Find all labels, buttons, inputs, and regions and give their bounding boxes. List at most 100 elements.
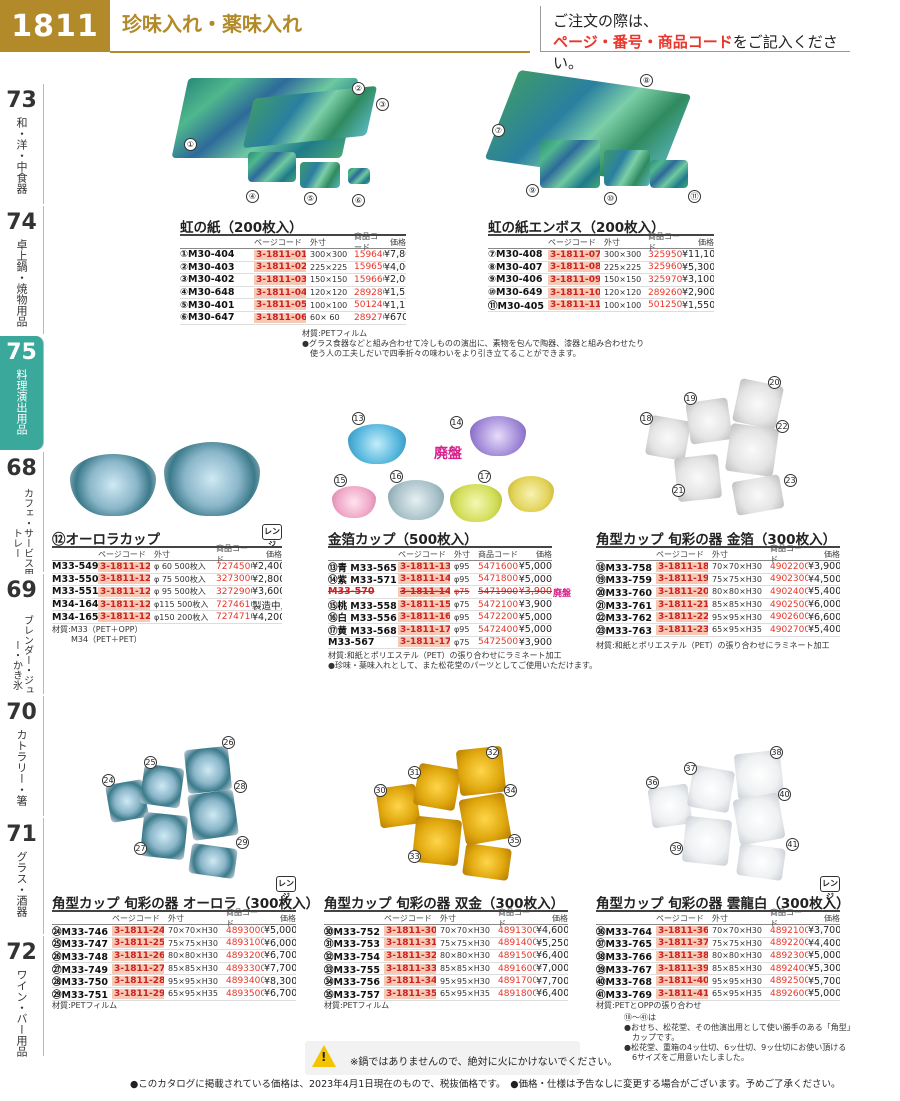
cell-pcode: 3259600 (648, 262, 682, 273)
cell-price: ¥3,900 (518, 636, 552, 648)
tab-68[interactable]: 68 カフェ・サービス用品・トレー (0, 452, 44, 598)
cell-price: ¥5,250 (536, 937, 568, 949)
cell-page: 3-1811-2401 (112, 925, 164, 936)
marker-34: 34 (504, 784, 517, 797)
column-header-price: 価格 (390, 237, 406, 247)
kinpaku-square-23-image (731, 474, 785, 516)
cell-code: M34-165 (52, 611, 98, 623)
cell-code: ⑬青 M33-565 (328, 562, 397, 574)
tab-number: 75 (6, 340, 37, 365)
cell-price: ¥4,600 (536, 925, 568, 937)
column-header-size: 外寸 (712, 913, 728, 923)
table-row: ㊳M33-766 3-1811-3801 80×80×H30 4892300¥5,00… (596, 950, 840, 963)
cell-code: ⑮桃 M33-558 (328, 600, 397, 612)
kinpaku-yellow-cup-image (450, 484, 502, 522)
cell-page: 3-1811-3701 (656, 938, 708, 949)
marker-6: ⑥ (352, 194, 365, 207)
unryu-note-4: 6サイズをご用意いたしました。 (624, 1053, 749, 1062)
cell-code: M33-550 (52, 573, 98, 585)
cell-pcode: 4892500 (770, 976, 808, 987)
cell-pcode: 1596600 (354, 274, 384, 285)
marker-39: 39 (670, 842, 683, 855)
niji-material: 材質:PETフィルム (302, 329, 368, 338)
column-header-pcode: 商品コード (216, 544, 248, 564)
cell-code: ⑥M30-647 (180, 312, 235, 324)
tab-73[interactable]: 73 和・洋・中食器 (0, 84, 44, 204)
cell-size: φ95 (454, 625, 470, 635)
cell-price: ¥2,400 (252, 561, 282, 573)
cell-pcode: 4891700 (498, 976, 536, 987)
cell-page: 3-1811-3401 (384, 976, 436, 987)
discontinued-stamp: 廃盤 (432, 443, 464, 463)
cell-pcode: 7274610 (216, 599, 252, 610)
unryu-square-39-image (681, 815, 733, 867)
table-row: ㉒M33-762 3-1811-2201 95×95×H30 4902600¥6,60… (596, 611, 840, 624)
column-header-pcode: 商品コード (498, 908, 530, 928)
column-header-size: 外寸 (154, 549, 170, 559)
cell-price: ¥4,500 (808, 573, 840, 585)
column-header-pcode: 商品コード (648, 232, 680, 252)
column-header-size: 外寸 (168, 913, 184, 923)
table-row: ㊵M33-768 3-1811-4001 95×95×H30 4892500¥5,70… (596, 975, 840, 988)
cell-code: ⑩M30-649 (488, 287, 543, 299)
marker-23: 23 (784, 474, 797, 487)
tab-72[interactable]: 72 ワイン・バー用品 (0, 936, 44, 1057)
aurora-square-material: 材質:PETフィルム (52, 1001, 118, 1010)
marker-18: 18 (640, 412, 653, 425)
cell-pcode: 4893100 (226, 938, 264, 949)
cell-pcode: 4891400 (498, 938, 536, 949)
marker-2: ② (352, 82, 365, 95)
cell-page: 3-1811-1204 (98, 599, 150, 610)
cell-page: 3-1811-1901 (656, 574, 708, 585)
cell-page: 3-1811-2901 (112, 988, 164, 999)
cell-pcode: 4902700 (770, 624, 808, 635)
marker-41: 41 (786, 838, 799, 851)
cell-price: ¥5,000 (518, 561, 552, 573)
table-row: ⑳M33-760 3-1811-2001 80×80×H30 4902400¥5,40… (596, 586, 840, 599)
cell-size: φ95 (454, 574, 470, 584)
tab-number: 72 (6, 940, 37, 965)
kinpaku-white-cup-image (388, 480, 444, 520)
table-header: ページコード 外寸 商品コード 価格 (596, 908, 840, 928)
marker-9: ⑨ (526, 184, 539, 197)
column-header-size: 外寸 (604, 237, 620, 247)
cell-code: ㊵M33-768 (596, 977, 652, 989)
cell-page: 3-1811-1801 (656, 561, 708, 572)
tab-number: 68 (6, 456, 37, 481)
cell-page: 3-1811-2301 (656, 624, 708, 635)
kinpaku-title: 金箔カップ（500枚入） (328, 532, 478, 548)
column-header-page: ページコード (112, 913, 160, 923)
cell-code: ⑧M30-407 (488, 261, 543, 273)
table-row: ㉞M33-756 3-1811-3401 95×95×H30 4891700¥7,70… (324, 975, 568, 988)
cell-page: 3-1811-1101 (548, 300, 600, 311)
aurora-square-title: 角型カップ 旬彩の器 オーロラ（300枚入） (52, 896, 320, 912)
cell-page: 3-1811-1402 (398, 586, 450, 597)
cell-pcode: 4891800 (498, 988, 536, 999)
tab-label: 料理演出用品 (15, 369, 28, 435)
cell-size: 100×100 (310, 300, 348, 310)
page-title: 珍味入れ・薬味入れ (122, 12, 302, 36)
tab-70[interactable]: 70 カトラリー・箸 (0, 696, 44, 816)
cell-price: ¥7,000 (536, 963, 568, 975)
cell-page: 3-1811-4001 (656, 976, 708, 987)
order-notice-rest: をご記入ください。 (553, 33, 838, 72)
marker-13: 13 (352, 412, 365, 425)
cell-size: 85×85×H30 (712, 600, 762, 610)
table-header: ページコード 外寸 商品コード 価格 (52, 908, 296, 928)
tab-69[interactable]: 69 ブレンダー・ジューサー・かき氷 (0, 574, 44, 715)
tab-74[interactable]: 74 卓上鍋・焼物用品 (0, 206, 44, 334)
tab-71[interactable]: 71 グラス・酒器 (0, 818, 44, 934)
tab-75-active[interactable]: 75 料理演出用品 (0, 336, 44, 450)
cell-code: ⑯白 M33-556 (328, 613, 397, 625)
marker-17: 17 (478, 470, 491, 483)
table-row: ㊲M33-765 3-1811-3701 75×75×H30 4892200¥4,40… (596, 938, 840, 950)
column-header-pcode: 商品コード (354, 232, 378, 252)
cell-size: φ95 (454, 562, 470, 572)
cell-page: 3-1811-2001 (656, 586, 708, 597)
cell-page: 3-1811-1203 (98, 586, 150, 597)
